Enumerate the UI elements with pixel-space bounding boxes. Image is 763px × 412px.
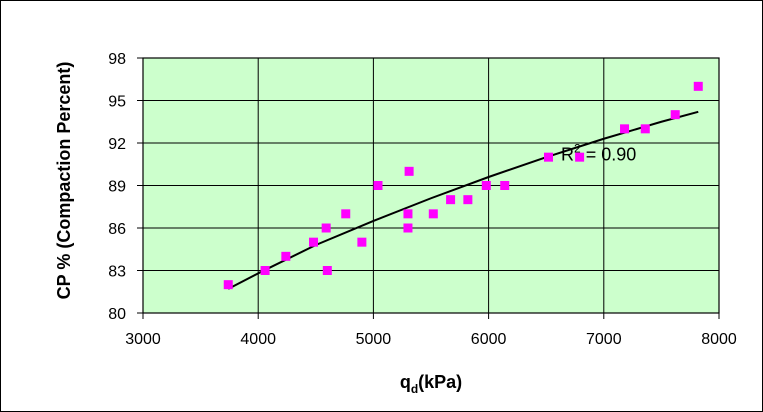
x-axis-title-unit: (kPa) bbox=[418, 372, 462, 392]
y-tick-label-80: 80 bbox=[108, 306, 126, 323]
data-point-4 bbox=[308, 237, 318, 247]
data-point-16 bbox=[481, 181, 491, 190]
data-point-12 bbox=[404, 166, 414, 176]
data-point-11 bbox=[403, 223, 413, 233]
data-point-14 bbox=[446, 195, 456, 205]
x-axis-ticks: 3000 4000 5000 6000 7000 8000 bbox=[125, 313, 737, 348]
y-tick-label-83: 83 bbox=[108, 264, 126, 281]
data-point-9 bbox=[373, 181, 383, 190]
data-point-23 bbox=[693, 81, 703, 91]
data-point-17 bbox=[500, 181, 510, 190]
data-point-21 bbox=[640, 124, 650, 134]
x-tick-label-5000: 5000 bbox=[356, 331, 392, 348]
data-point-15 bbox=[463, 195, 473, 205]
y-tick-label-95: 95 bbox=[108, 94, 126, 111]
data-point-2 bbox=[260, 266, 270, 275]
data-point-5 bbox=[321, 223, 331, 233]
data-point-6 bbox=[322, 266, 332, 275]
data-point-20 bbox=[620, 124, 630, 134]
y-tick-label-86: 86 bbox=[108, 221, 126, 238]
x-tick-label-6000: 6000 bbox=[471, 331, 507, 348]
data-point-22 bbox=[670, 110, 680, 120]
r-squared-value: = 0.90 bbox=[581, 144, 637, 164]
y-axis-title: CP % (Compaction Percent) bbox=[54, 62, 74, 300]
data-point-8 bbox=[357, 237, 367, 247]
r-squared-annotation: R2 = 0.90 bbox=[561, 141, 636, 164]
data-point-13 bbox=[428, 209, 438, 219]
y-axis-ticks: 80 83 86 89 92 95 98 bbox=[108, 51, 143, 323]
x-tick-label-3000: 3000 bbox=[125, 331, 161, 348]
data-point-19 bbox=[575, 152, 585, 162]
r-squared-prefix: R bbox=[561, 144, 574, 164]
x-tick-label-7000: 7000 bbox=[586, 331, 622, 348]
x-tick-label-8000: 8000 bbox=[701, 331, 737, 348]
y-tick-label-98: 98 bbox=[108, 51, 126, 68]
data-points bbox=[223, 81, 703, 290]
x-tick-label-4000: 4000 bbox=[240, 331, 276, 348]
data-point-3 bbox=[281, 251, 291, 261]
x-axis-title-main: q bbox=[400, 372, 411, 392]
x-axis-title-subscript: d bbox=[411, 382, 418, 396]
data-point-10 bbox=[403, 209, 413, 219]
x-axis-title: qd(kPa) bbox=[400, 372, 462, 396]
y-tick-label-92: 92 bbox=[108, 136, 126, 153]
data-point-1 bbox=[223, 280, 233, 290]
data-point-7 bbox=[341, 209, 351, 219]
r-squared-superscript: 2 bbox=[574, 141, 581, 155]
data-point-18 bbox=[544, 152, 554, 162]
y-tick-label-89: 89 bbox=[108, 179, 126, 196]
